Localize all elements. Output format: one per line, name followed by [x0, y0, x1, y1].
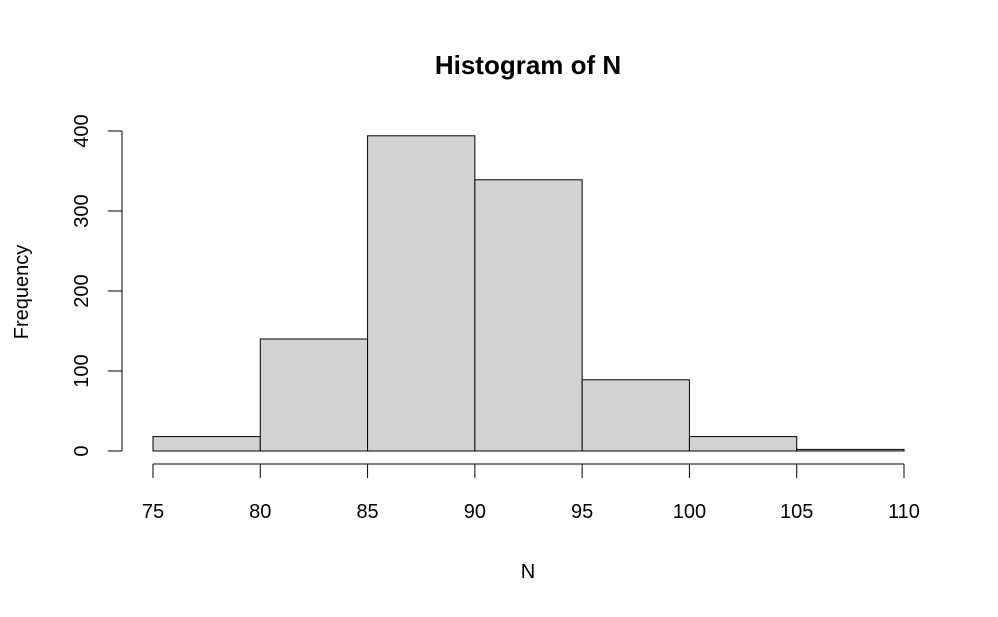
histogram-bar-3 — [474, 179, 583, 452]
x-tick-label: 110 — [888, 501, 920, 523]
x-tick-label: 105 — [780, 501, 813, 523]
x-axis-label: N — [521, 561, 535, 583]
y-axis-label: Frequency — [11, 245, 33, 340]
histogram-bar-2 — [367, 135, 476, 452]
y-axis: 0 100 200 300 400 — [71, 114, 123, 457]
histogram-bar-4 — [581, 379, 690, 452]
histogram-bar-6 — [796, 448, 905, 452]
x-axis: 75 80 85 90 95 100 105 110 — [142, 463, 920, 523]
histogram-bar-1 — [259, 338, 369, 452]
y-tick-label: 300 — [71, 194, 93, 227]
x-tick-label: 100 — [673, 501, 706, 523]
x-tick-label: 75 — [142, 501, 164, 523]
chart-title: Histogram of N — [435, 50, 621, 80]
y-tick-label: 100 — [71, 354, 93, 387]
bars-group — [152, 135, 905, 452]
y-tick-label: 400 — [71, 114, 93, 147]
x-tick-label: 80 — [249, 501, 271, 523]
x-tick-label: 90 — [464, 501, 486, 523]
y-tick-label: 0 — [71, 445, 93, 456]
x-tick-label: 85 — [356, 501, 378, 523]
histogram-bar-5 — [688, 436, 798, 452]
histogram-bar-0 — [152, 436, 261, 452]
y-tick-label: 200 — [71, 274, 93, 307]
x-tick-label: 95 — [571, 501, 593, 523]
